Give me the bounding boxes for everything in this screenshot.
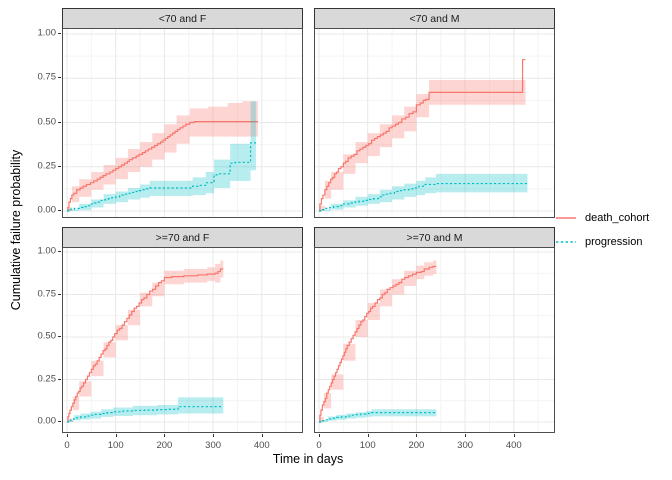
x-tick-mark <box>67 434 68 437</box>
facet-panel-ge70-m <box>314 247 555 433</box>
legend-item-death-cohort: death_cohort <box>556 206 649 230</box>
y-tick-mark <box>58 210 61 211</box>
x-tick-label: 300 <box>205 440 222 451</box>
facet-panel-lt70-f <box>62 28 303 218</box>
step-line-progression <box>319 182 528 212</box>
x-tick-label: 100 <box>359 440 376 451</box>
facet-plot-lt70-m <box>315 29 554 217</box>
facet-strip-label: >=70 and F <box>155 231 210 244</box>
facet-plot-lt70-f <box>63 29 302 217</box>
facet-strip-label: <70 and F <box>158 12 207 25</box>
x-tick-mark <box>213 434 215 437</box>
y-axis-title: Cumulative failure probability <box>9 149 23 311</box>
legend-key-solid-line-icon <box>556 217 576 219</box>
facet-plot-ge70-m <box>315 248 554 432</box>
y-tick-mark <box>58 33 61 34</box>
y-tick-label: 1.00 <box>37 245 57 257</box>
x-axis-title: Time in days <box>272 452 344 466</box>
x-tick-label: 100 <box>107 440 124 451</box>
legend-label: death_cohort <box>585 212 650 224</box>
facet-strip-label: <70 and M <box>409 12 460 25</box>
x-tick-label: 0 <box>316 440 322 451</box>
y-tick-mark <box>58 336 61 337</box>
x-tick-label: 0 <box>64 440 70 451</box>
x-tick-mark <box>416 434 418 437</box>
x-tick-mark <box>164 434 166 437</box>
step-line-death_cohort <box>319 59 526 212</box>
step-line-progression <box>67 406 224 423</box>
facet-strip-lt70-m: <70 and M <box>314 8 555 29</box>
y-tick-label: 0.00 <box>37 415 57 427</box>
legend-item-progression: progression <box>556 230 649 254</box>
confidence-band-death_cohort <box>319 260 437 422</box>
x-tick-mark <box>513 434 515 437</box>
y-tick-mark <box>58 121 61 123</box>
y-tick-label: 0.25 <box>37 160 57 172</box>
confidence-band-progression <box>319 409 437 422</box>
x-tick-mark <box>367 434 369 437</box>
step-line-progression <box>319 412 437 423</box>
y-tick-label: 0.00 <box>37 204 57 216</box>
y-tick-label: 0.50 <box>37 116 57 127</box>
step-line-death_cohort <box>67 268 224 423</box>
legend-label: progression <box>585 236 643 248</box>
y-tick-label: 0.75 <box>37 71 57 83</box>
confidence-band-progression <box>319 173 528 211</box>
facet-strip-lt70-f: <70 and F <box>62 8 303 29</box>
step-line-death_cohort <box>319 265 437 423</box>
y-tick-mark <box>58 165 61 167</box>
y-tick-mark <box>58 421 61 422</box>
y-tick-mark <box>58 77 61 79</box>
x-tick-label: 400 <box>253 440 270 451</box>
confidence-band-death_cohort <box>319 80 526 211</box>
x-tick-mark <box>465 434 467 437</box>
y-tick-label: 0.25 <box>37 373 57 384</box>
y-tick-label: 0.50 <box>37 330 57 342</box>
x-tick-label: 400 <box>505 440 522 451</box>
legend-key-dotted-line-icon <box>556 241 576 243</box>
y-tick-mark <box>58 293 61 295</box>
x-tick-label: 200 <box>156 440 173 451</box>
x-tick-mark <box>261 434 263 437</box>
step-line-progression <box>67 142 256 212</box>
y-tick-label: 1.00 <box>37 27 57 39</box>
facet-strip-label: >=70 and M <box>406 231 463 244</box>
x-tick-label: 200 <box>408 440 425 451</box>
x-tick-label: 300 <box>457 440 474 451</box>
x-tick-mark <box>319 434 320 437</box>
x-tick-mark <box>115 434 117 437</box>
y-tick-mark <box>58 251 61 252</box>
confidence-band-death_cohort <box>67 101 258 211</box>
facet-plot-ge70-f <box>63 248 302 432</box>
facet-strip-ge70-m: >=70 and M <box>314 227 555 248</box>
confidence-band-progression <box>67 101 256 211</box>
facet-strip-ge70-f: >=70 and F <box>62 227 303 248</box>
y-tick-label: 0.75 <box>37 288 57 299</box>
legend: death_cohort progression <box>556 206 649 254</box>
y-tick-mark <box>58 378 61 380</box>
facet-panel-ge70-f <box>62 247 303 433</box>
step-line-death_cohort <box>67 121 258 212</box>
facet-panel-lt70-m <box>314 28 555 218</box>
